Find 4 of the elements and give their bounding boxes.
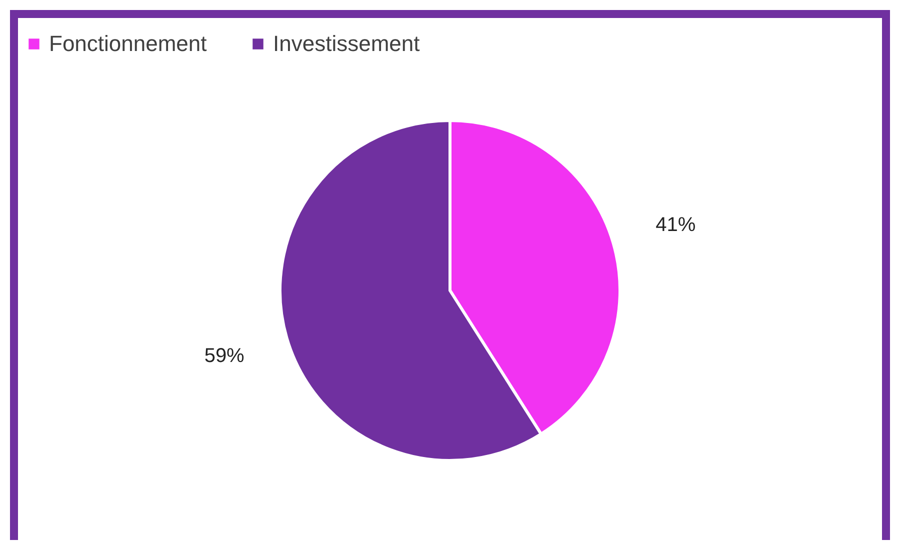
legend-label: Fonctionnement [49,31,207,56]
data-label: 59% [204,345,245,368]
legend-label: Investissement [273,31,420,56]
data-label: 41% [656,214,696,236]
